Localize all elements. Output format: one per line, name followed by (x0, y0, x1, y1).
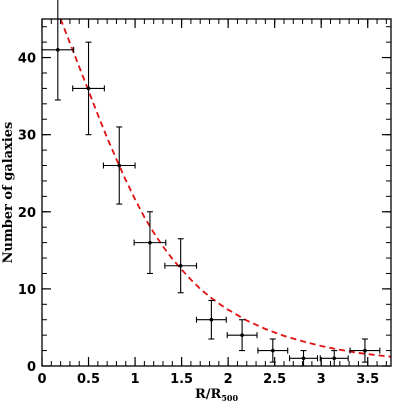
data-point-marker (332, 356, 337, 361)
y-axis-title: Number of galaxies (1, 122, 16, 264)
data-point-marker (178, 263, 183, 268)
data-points-layer (41, 0, 381, 367)
x-tick-label: 3.5 (356, 372, 379, 387)
axes-layer (41, 19, 391, 367)
data-point-marker (271, 348, 275, 353)
data-point (195, 299, 227, 340)
y-tick-labels: 0 10 20 30 40 (18, 52, 36, 375)
y-tick-label: 20 (18, 206, 36, 221)
data-point-marker (148, 240, 152, 245)
data-point (226, 319, 258, 352)
data-point (349, 338, 381, 363)
data-point-marker (363, 348, 367, 353)
x-tick-label: 1 (131, 372, 140, 387)
x-tick-labels: 0 0.5 1 1.5 2 2.5 3 3.5 (37, 372, 379, 387)
x-axis-title-subscript: 500 (221, 393, 238, 403)
data-point (102, 126, 136, 205)
data-point-marker (117, 163, 122, 168)
data-point-marker (209, 317, 214, 322)
x-axis-title-main: R/R (195, 387, 222, 402)
x-tick-label: 3 (317, 372, 326, 387)
x-tick-label: 2.5 (263, 372, 286, 387)
data-point (164, 238, 198, 294)
y-tick-label: 40 (18, 52, 36, 67)
data-point-marker (56, 48, 60, 52)
x-tick-label: 0 (37, 372, 46, 387)
y-tick-label: 30 (18, 129, 36, 144)
data-point (319, 350, 349, 367)
plot-frame (41, 18, 392, 367)
data-point-marker (240, 333, 244, 337)
data-point (257, 338, 289, 363)
data-point (72, 41, 105, 136)
data-point-marker (86, 86, 91, 91)
data-point-marker (301, 356, 306, 361)
fit-curve-layer (59, 19, 391, 358)
x-axis-title: R/R500 (195, 387, 238, 403)
x-tick-label: 1.5 (170, 372, 193, 387)
data-point (41, 0, 75, 101)
data-point (133, 211, 167, 275)
x-tick-label: 2 (224, 372, 233, 387)
x-tick-label: 0.5 (77, 372, 100, 387)
y-tick-label: 10 (18, 283, 36, 298)
y-tick-label: 0 (27, 360, 36, 375)
fit-curve-line (59, 19, 391, 358)
